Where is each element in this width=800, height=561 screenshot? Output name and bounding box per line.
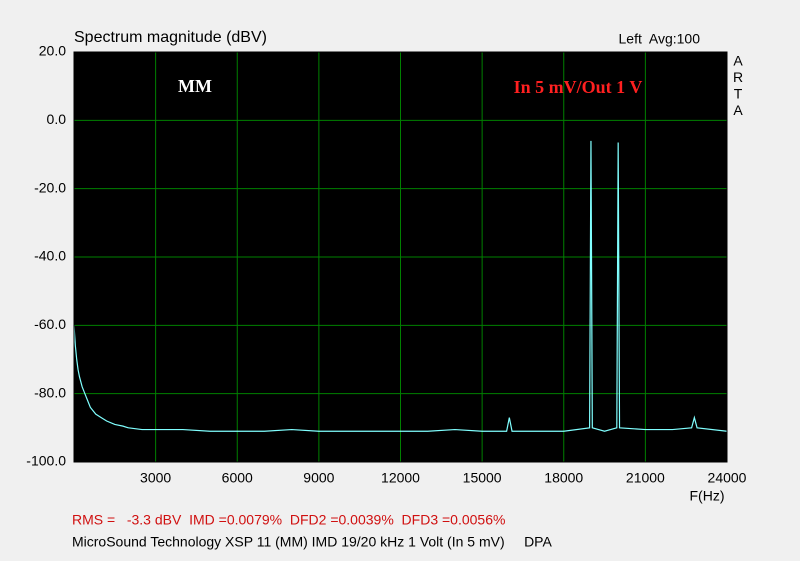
side-letter: R [733, 69, 743, 85]
y-tick-label: -20.0 [34, 179, 66, 195]
y-tick-label: -80.0 [34, 384, 66, 400]
result-line: RMS = -3.3 dBV IMD =0.0079% DFD2 =0.0039… [72, 512, 505, 528]
status-label: Left Avg:100 [619, 31, 701, 47]
y-tick-label: -60.0 [34, 316, 66, 332]
y-tick-label: 20.0 [39, 43, 66, 59]
x-axis-label: F(Hz) [690, 488, 725, 504]
x-tick-label: 6000 [222, 470, 253, 486]
plot-border [73, 51, 728, 463]
x-tick-label: 12000 [381, 470, 420, 486]
side-letter: T [734, 86, 743, 102]
x-tick-label: 9000 [303, 470, 334, 486]
x-tick-label: 24000 [708, 470, 747, 486]
caption: MicroSound Technology XSP 11 (MM) IMD 19… [72, 534, 552, 550]
y-tick-label: 0.0 [47, 111, 67, 127]
x-tick-label: 18000 [544, 470, 583, 486]
x-tick-label: 15000 [463, 470, 502, 486]
side-letter: A [733, 102, 743, 118]
side-letter: A [733, 53, 743, 69]
x-tick-label: 21000 [626, 470, 665, 486]
x-tick-label: 3000 [140, 470, 171, 486]
annotation: MM [178, 76, 212, 96]
y-tick-label: -100.0 [26, 453, 66, 469]
spectrum-line [73, 140, 728, 432]
y-tick-label: -40.0 [34, 248, 66, 264]
chart-title: Spectrum magnitude (dBV) [74, 29, 267, 46]
annotation: In 5 mV/Out 1 V [514, 77, 643, 97]
